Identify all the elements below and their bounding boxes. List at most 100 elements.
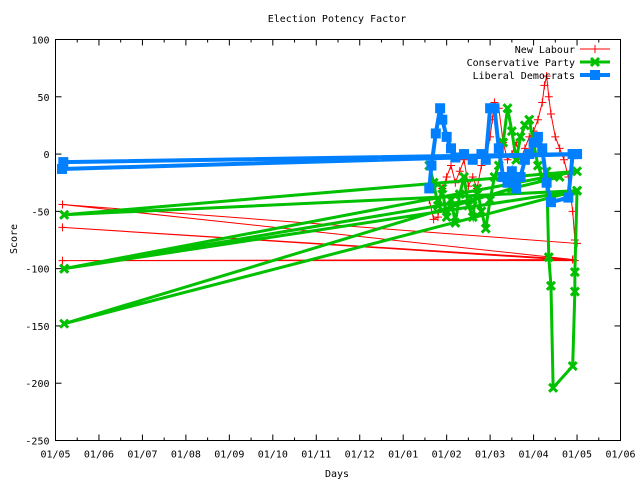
y-tick-label: 0 xyxy=(43,150,49,161)
cross-marker xyxy=(476,206,487,217)
cross-marker xyxy=(543,252,554,263)
cross-marker xyxy=(489,171,500,183)
square-marker xyxy=(437,114,448,125)
square-marker xyxy=(424,183,435,194)
y-tick-label: -250 xyxy=(25,437,49,448)
x-tick-label: 01/12 xyxy=(345,450,375,461)
square-marker xyxy=(435,103,446,114)
cross-marker xyxy=(458,171,470,183)
plot-area xyxy=(57,72,583,393)
legend-label: Liberal Democrats xyxy=(473,71,575,82)
cross-marker xyxy=(515,131,526,142)
cross-marker xyxy=(467,212,478,223)
square-marker xyxy=(572,149,583,160)
cross-marker xyxy=(567,360,578,372)
x-tick-label: 01/06 xyxy=(605,450,635,461)
plot-border xyxy=(55,39,621,441)
plus-marker xyxy=(447,161,455,170)
plus-marker xyxy=(442,172,451,181)
square-marker xyxy=(511,183,522,194)
y-tick-label: 100 xyxy=(31,36,49,47)
cross-marker xyxy=(472,183,483,194)
x-tick-label: 01/05 xyxy=(40,450,70,461)
square-marker xyxy=(590,70,600,80)
legend-label: New Labour xyxy=(515,45,575,56)
cross-marker xyxy=(454,189,465,200)
cross-marker xyxy=(571,185,583,196)
plus-marker xyxy=(538,98,547,107)
plus-marker xyxy=(544,92,553,101)
cross-marker xyxy=(432,200,444,211)
square-marker xyxy=(58,157,69,168)
y-tick-label: 50 xyxy=(37,93,49,104)
cross-marker xyxy=(569,267,580,278)
square-marker xyxy=(563,192,574,203)
y-axis-label: Score xyxy=(9,224,20,254)
x-tick-label: 01/05 xyxy=(562,450,592,461)
plus-marker xyxy=(542,72,551,81)
square-marker xyxy=(467,154,478,165)
plus-marker xyxy=(551,132,560,141)
plus-marker xyxy=(533,115,542,124)
axes: 100 50 0 -50 -100 -150 -200 -250 01/05 01/06 01/07… xyxy=(25,36,635,461)
series-liberal-democrats xyxy=(57,103,583,208)
cross-marker xyxy=(437,183,448,194)
x-tick-label: 01/11 xyxy=(301,450,331,461)
cross-marker xyxy=(59,263,70,274)
x-axis-label: Days xyxy=(325,469,349,480)
plus-marker xyxy=(58,223,67,232)
y-tick-label: -50 xyxy=(31,207,49,218)
y-tick-label: -200 xyxy=(25,379,49,390)
plus-marker xyxy=(58,200,67,209)
y-tick-label: -150 xyxy=(25,322,49,333)
cross-marker xyxy=(589,56,601,68)
square-marker xyxy=(480,154,491,165)
plus-marker xyxy=(555,144,564,153)
plus-marker xyxy=(540,81,549,90)
square-marker xyxy=(519,154,530,165)
square-marker xyxy=(493,143,504,154)
cross-marker xyxy=(450,217,461,228)
square-marker xyxy=(524,149,535,160)
x-tick-label: 01/01 xyxy=(388,450,418,461)
square-marker xyxy=(502,177,513,188)
square-marker xyxy=(426,160,437,171)
cross-marker xyxy=(59,318,70,329)
plus-marker xyxy=(58,256,67,265)
cross-marker xyxy=(571,166,583,177)
series-line xyxy=(61,106,578,205)
y-tick-label: -100 xyxy=(25,265,49,276)
square-marker xyxy=(506,166,517,177)
x-tick-label: 01/09 xyxy=(214,450,244,461)
cross-marker xyxy=(441,212,452,223)
plus-marker xyxy=(546,109,555,118)
legend: New Labour Conservative Party Liberal Demo… xyxy=(467,45,610,82)
cross-marker xyxy=(445,194,457,205)
chart-title: Election Potency Factor xyxy=(268,14,406,25)
legend-label: Conservative Party xyxy=(467,58,575,69)
plus-marker xyxy=(429,215,438,224)
square-marker xyxy=(545,197,556,208)
cross-marker xyxy=(569,286,580,297)
square-marker xyxy=(537,143,548,154)
x-tick-label: 01/06 xyxy=(84,450,114,461)
x-tick-label: 01/02 xyxy=(432,450,462,461)
square-marker xyxy=(528,137,539,148)
cross-marker xyxy=(548,382,559,393)
cross-marker xyxy=(545,280,557,291)
square-marker xyxy=(459,149,470,160)
cross-marker xyxy=(554,171,565,183)
x-tick-label: 01/07 xyxy=(127,450,157,461)
square-marker xyxy=(57,163,68,174)
square-marker xyxy=(532,131,543,142)
cross-marker xyxy=(506,126,517,137)
cross-marker xyxy=(480,223,491,234)
x-tick-label: 01/04 xyxy=(519,450,549,461)
square-marker xyxy=(541,177,552,188)
plus-marker xyxy=(560,155,568,164)
square-marker xyxy=(441,131,452,142)
cross-marker xyxy=(524,114,535,125)
cross-marker xyxy=(485,194,496,205)
x-tick-label: 01/08 xyxy=(171,450,201,461)
